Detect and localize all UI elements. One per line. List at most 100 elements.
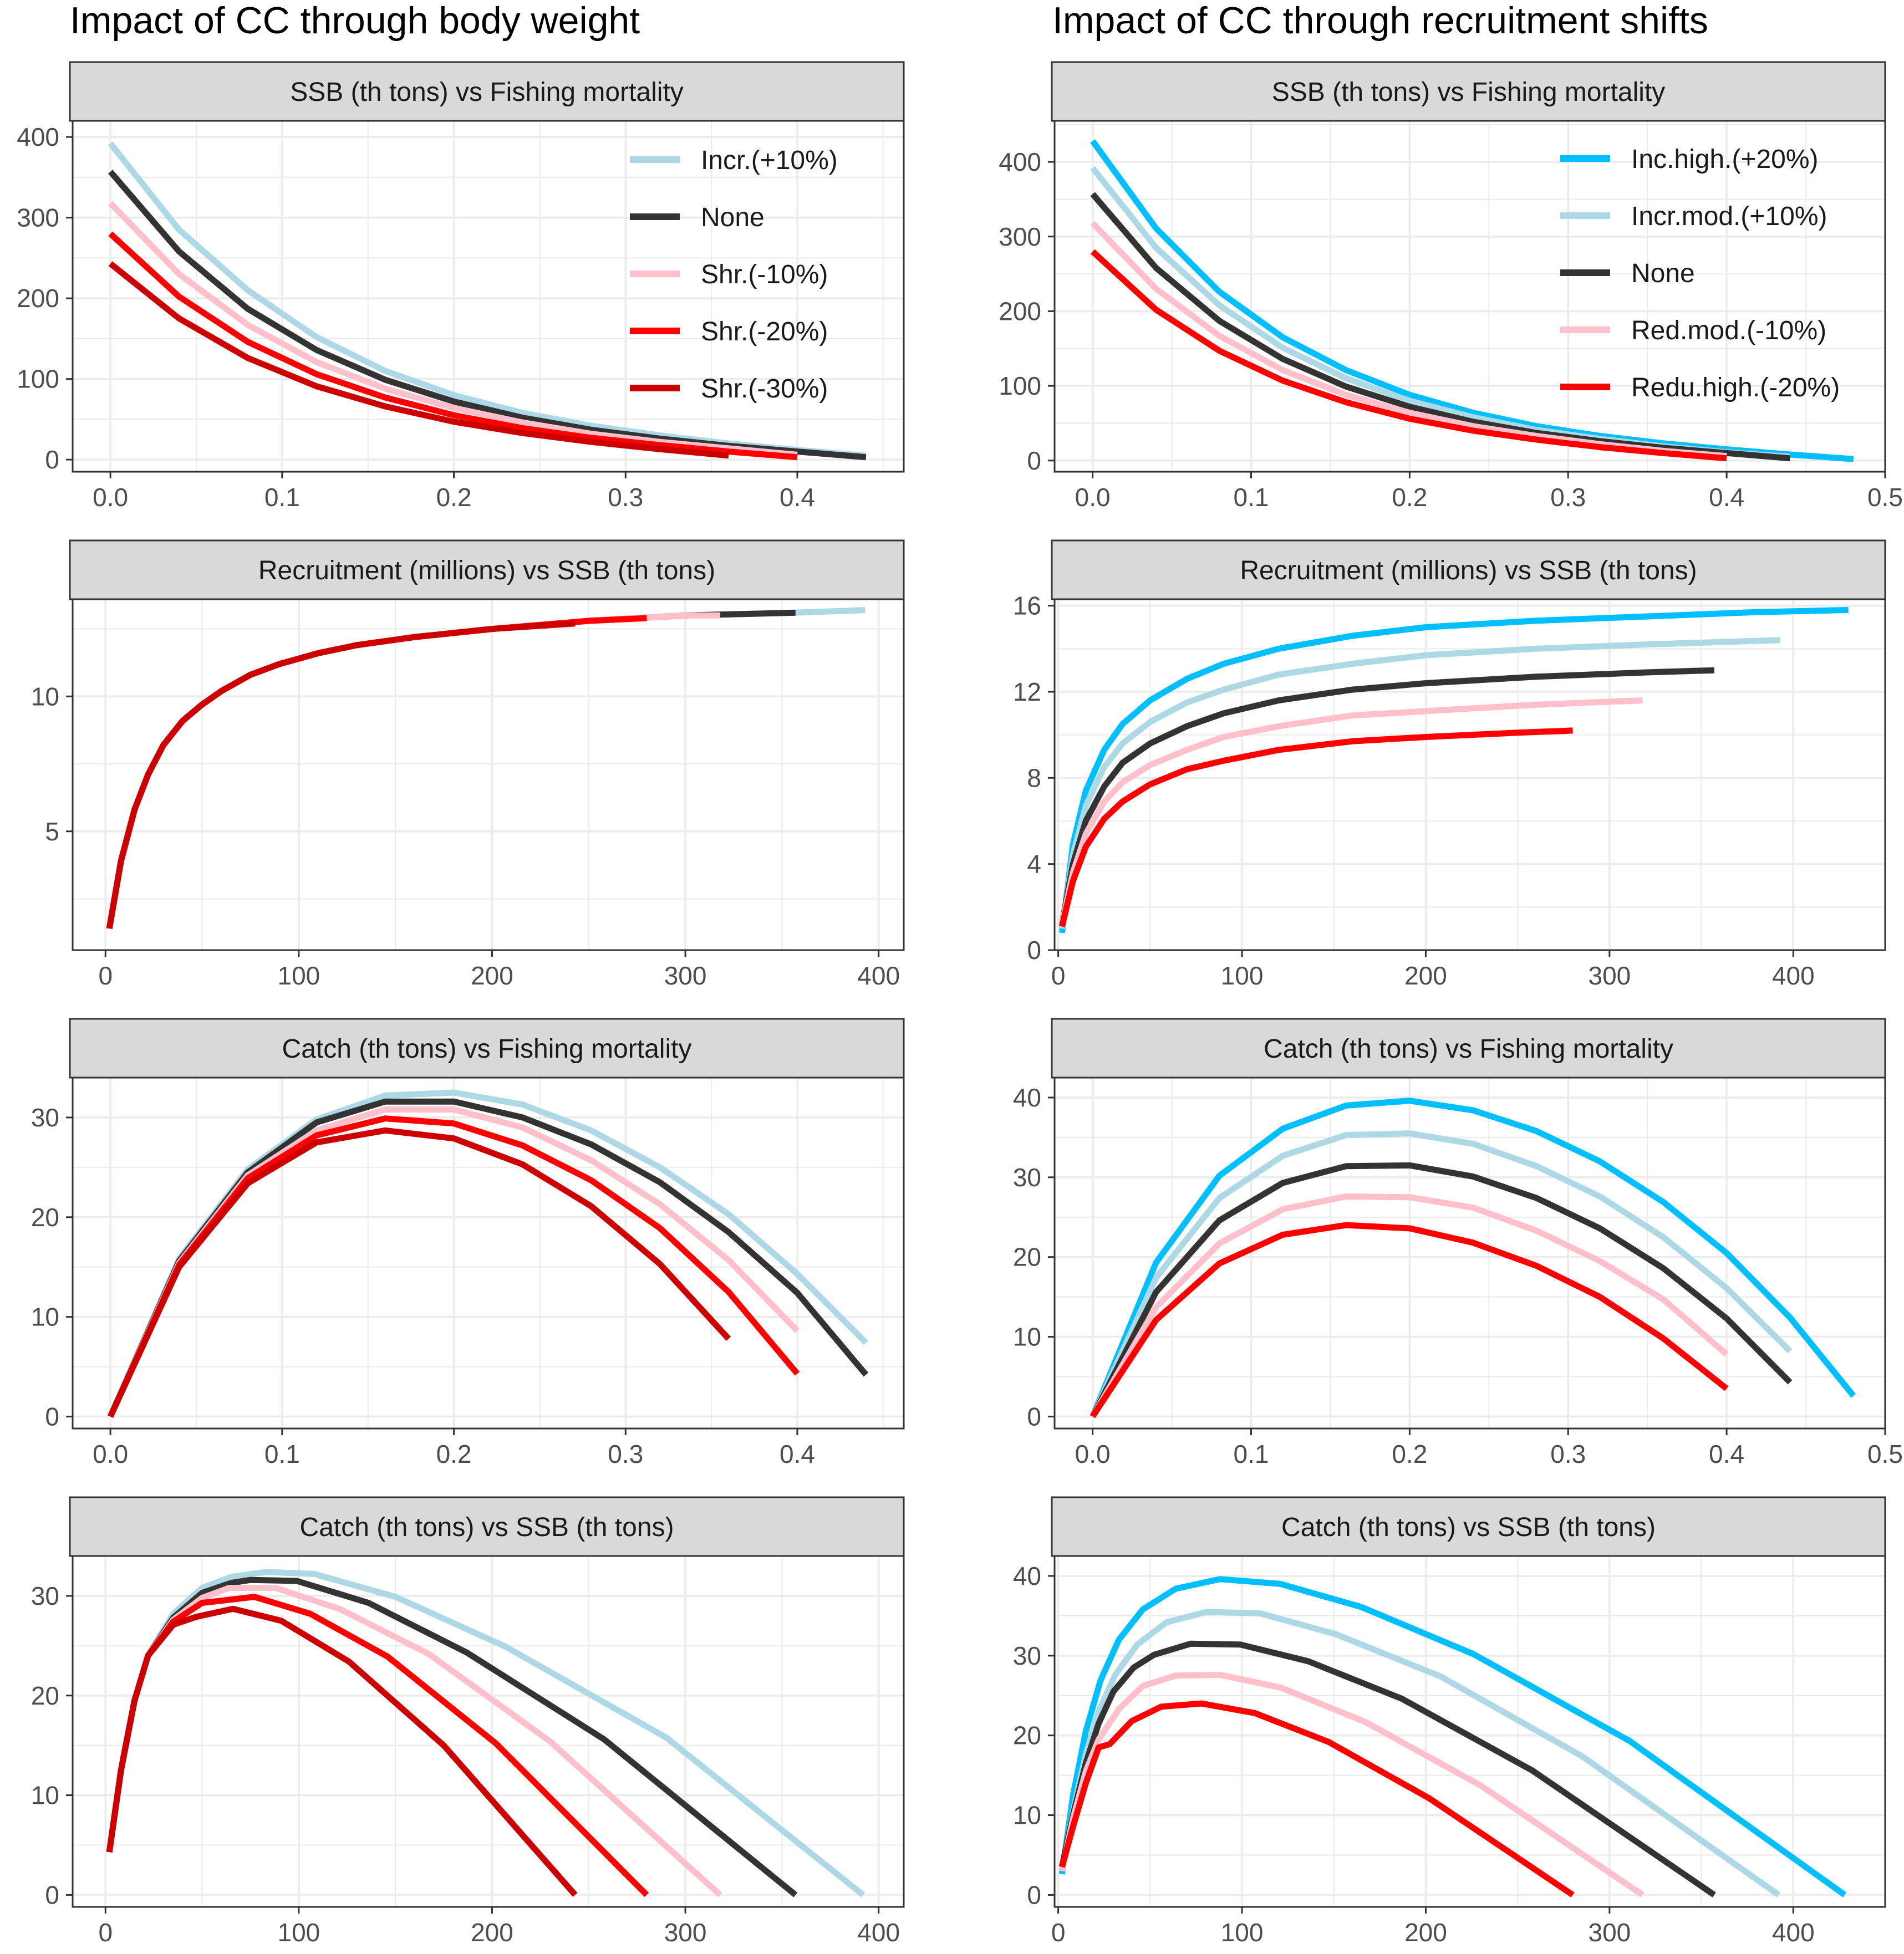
column-title-right: Impact of CC through recruitment shifts — [1052, 0, 1708, 42]
x-tick-label: 400 — [857, 1918, 900, 1947]
legend-label: None — [701, 203, 765, 232]
series-line-shr-10 — [108, 201, 798, 458]
panel-strip — [69, 61, 905, 122]
x-tick-label: 200 — [1404, 1918, 1447, 1947]
panel-5: Catch (th tons) vs Fishing mortality 0.0 0… — [31, 1018, 905, 1468]
plot-background — [1055, 599, 1885, 950]
y-tick-label: 0 — [45, 445, 59, 474]
panel-6: Catch (th tons) vs Fishing mortality 0.0 0… — [1013, 1018, 1903, 1468]
legend-label: Incr.(+10%) — [701, 146, 838, 175]
series-line-shr-20 — [108, 231, 798, 461]
legend-label: Redu.high.(-20%) — [1631, 373, 1840, 402]
x-tick-label: 0.4 — [780, 483, 815, 512]
x-tick-label: 400 — [857, 961, 900, 990]
series-line-red-mod-10 — [1090, 1193, 1729, 1419]
x-tick-label: 200 — [471, 1918, 513, 1947]
series-line-none — [1058, 667, 1714, 925]
y-tick-label: 0 — [1027, 1880, 1041, 1909]
x-tick-label: 0.2 — [1392, 483, 1427, 512]
x-tick-label: 300 — [1589, 961, 1631, 990]
y-tick-label: 0 — [45, 1402, 59, 1431]
y-tick-label: 16 — [1013, 591, 1041, 620]
x-tick-label: 0.4 — [780, 1440, 815, 1468]
y-tick-label: 5 — [45, 817, 59, 846]
x-tick-label: 0.1 — [264, 483, 300, 512]
x-tick-label: 400 — [1772, 1918, 1815, 1947]
x-tick-label: 0.1 — [264, 1440, 300, 1468]
panel-4: Recruitment (millions) vs SSB (th tons) 0… — [1013, 539, 1886, 990]
legend-label: None — [1631, 259, 1695, 288]
x-tick-label: 0.5 — [1867, 483, 1903, 512]
panel-strip — [69, 1018, 905, 1079]
y-tick-label: 10 — [1013, 1323, 1041, 1351]
y-tick-label: 300 — [17, 203, 59, 232]
series-line-red-mod-10 — [1058, 1671, 1645, 1897]
y-tick-label: 30 — [31, 1103, 59, 1132]
plot-background — [73, 599, 904, 950]
panel-title: Recruitment (millions) vs SSB (th tons) — [258, 556, 715, 585]
panel-border — [72, 1077, 905, 1430]
panel-strip — [69, 539, 905, 600]
panel-border — [1053, 1555, 1886, 1908]
y-tick-label: 100 — [999, 371, 1041, 400]
panel-8: Catch (th tons) vs SSB (th tons)0 100 200 3… — [1013, 1496, 1886, 1947]
y-tick-label: 200 — [17, 284, 59, 313]
y-tick-label: 300 — [999, 222, 1041, 251]
panel-strip — [1051, 1018, 1886, 1079]
panel-title: Recruitment (millions) vs SSB (th tons) — [1240, 556, 1697, 585]
x-tick-label: 0.0 — [93, 483, 128, 512]
x-tick-label: 0.4 — [1709, 483, 1744, 512]
x-tick-label: 0.3 — [608, 1440, 643, 1468]
panel-3: Recruitment (millions) vs SSB (th tons) 0… — [31, 539, 905, 990]
y-tick-label: 20 — [31, 1203, 59, 1232]
y-tick-label: 0 — [1027, 446, 1041, 475]
panel-border — [72, 1555, 905, 1908]
y-tick-label: 40 — [1013, 1562, 1041, 1590]
x-tick-label: 0.1 — [1234, 1440, 1269, 1468]
legend-label: Incr.mod.(+10%) — [1631, 202, 1827, 231]
panel-7: Catch (th tons) vs SSB (th tons)0 100 200 3… — [31, 1496, 905, 1947]
x-tick-label: 0.2 — [1392, 1440, 1427, 1468]
y-tick-label: 30 — [1013, 1163, 1041, 1192]
panel-strip — [1051, 61, 1886, 122]
x-tick-label: 200 — [1404, 961, 1447, 990]
x-tick-label: 0.4 — [1709, 1440, 1744, 1468]
y-tick-label: 8 — [1027, 763, 1041, 792]
panel-border — [1053, 120, 1886, 473]
plot-background — [73, 1078, 904, 1428]
panel-strip — [1051, 1496, 1886, 1557]
y-tick-label: 0 — [45, 1880, 59, 1909]
panel-strip — [1051, 539, 1886, 600]
series-line-red-mod-10 — [1058, 697, 1643, 925]
series-line-redu-high-20 — [1058, 727, 1573, 927]
panel-border — [1053, 1077, 1886, 1430]
panel-title: Catch (th tons) vs Fishing mortality — [282, 1034, 692, 1064]
x-tick-label: 0 — [98, 1918, 113, 1947]
x-tick-label: 200 — [471, 961, 513, 990]
panel-title: Catch (th tons) vs SSB (th tons) — [300, 1513, 674, 1542]
x-tick-label: 0.0 — [93, 1440, 128, 1468]
panel-title: SSB (th tons) vs Fishing mortality — [290, 78, 684, 107]
series-line-shr-30 — [108, 261, 729, 459]
y-tick-label: 200 — [999, 297, 1041, 325]
y-tick-label: 10 — [31, 1303, 59, 1331]
series-line-shr-30 — [106, 620, 576, 929]
panel-title: SSB (th tons) vs Fishing mortality — [1272, 78, 1666, 107]
x-tick-label: 0.0 — [1075, 1440, 1111, 1468]
x-tick-label: 400 — [1772, 961, 1815, 990]
y-tick-label: 10 — [1013, 1801, 1041, 1830]
panel-title: Catch (th tons) vs Fishing mortality — [1264, 1034, 1673, 1064]
y-tick-label: 100 — [17, 365, 59, 394]
y-tick-label: 20 — [31, 1681, 59, 1710]
panel-1: SSB (th tons) vs Fishing mortality 0.0 0.1… — [17, 61, 905, 512]
plot-background — [1055, 1556, 1885, 1907]
x-tick-label: 0.2 — [436, 483, 472, 512]
x-tick-label: 0.5 — [1867, 1440, 1903, 1468]
series-line-redu-high-20 — [1058, 1700, 1575, 1897]
panel-2: SSB (th tons) vs Fishing mortality 0.0 0.1… — [999, 61, 1903, 512]
legend-label: Shr.(-20%) — [701, 317, 828, 346]
x-tick-label: 0 — [1051, 1918, 1066, 1947]
y-tick-label: 20 — [1013, 1243, 1041, 1272]
y-tick-label: 400 — [17, 123, 59, 151]
